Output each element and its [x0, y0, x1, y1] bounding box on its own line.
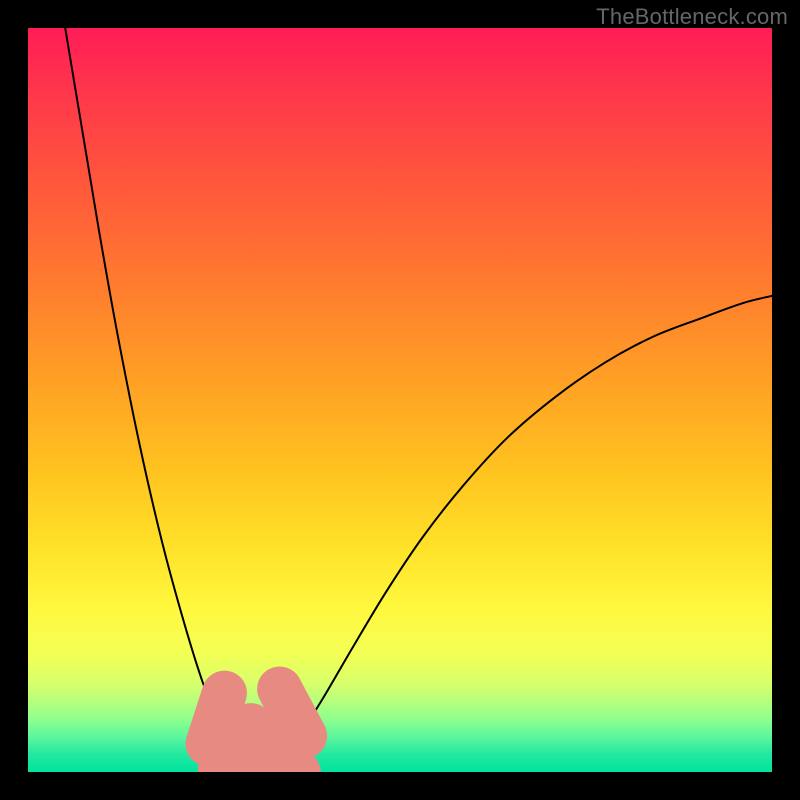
gradient-background [28, 28, 772, 772]
watermark-text: TheBottleneck.com [596, 4, 788, 30]
bottleneck-curve-chart [28, 28, 772, 772]
plot-frame [28, 28, 772, 772]
